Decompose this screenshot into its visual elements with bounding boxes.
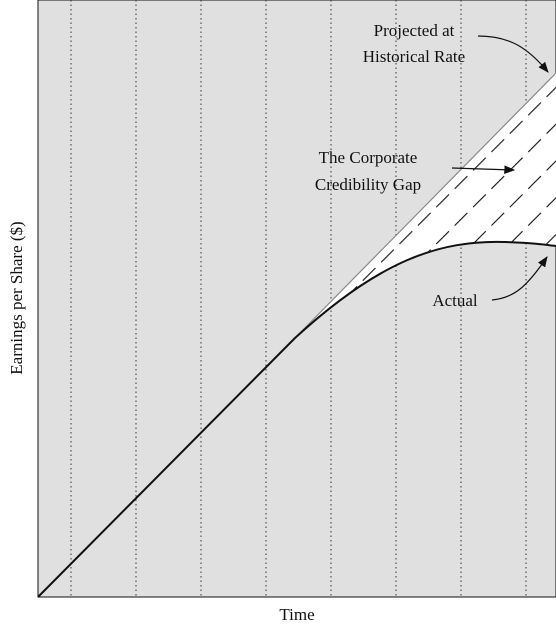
arrow [451,165,516,175]
arrow [491,256,548,301]
annotation: Actual [432,291,478,310]
actual-line [37,240,556,598]
dotted-guides [70,0,527,597]
projected-line [294,72,556,339]
y-axis-label: Earnings per Share ($) [7,221,26,374]
annotation: Projected at [374,21,455,40]
arrow [477,35,549,73]
plot-area [37,0,556,598]
x-axis-label: Time [279,605,314,624]
annotation: The Corporate [319,148,418,167]
annotation: Historical Rate [363,47,465,66]
annotation: Credibility Gap [315,175,421,194]
